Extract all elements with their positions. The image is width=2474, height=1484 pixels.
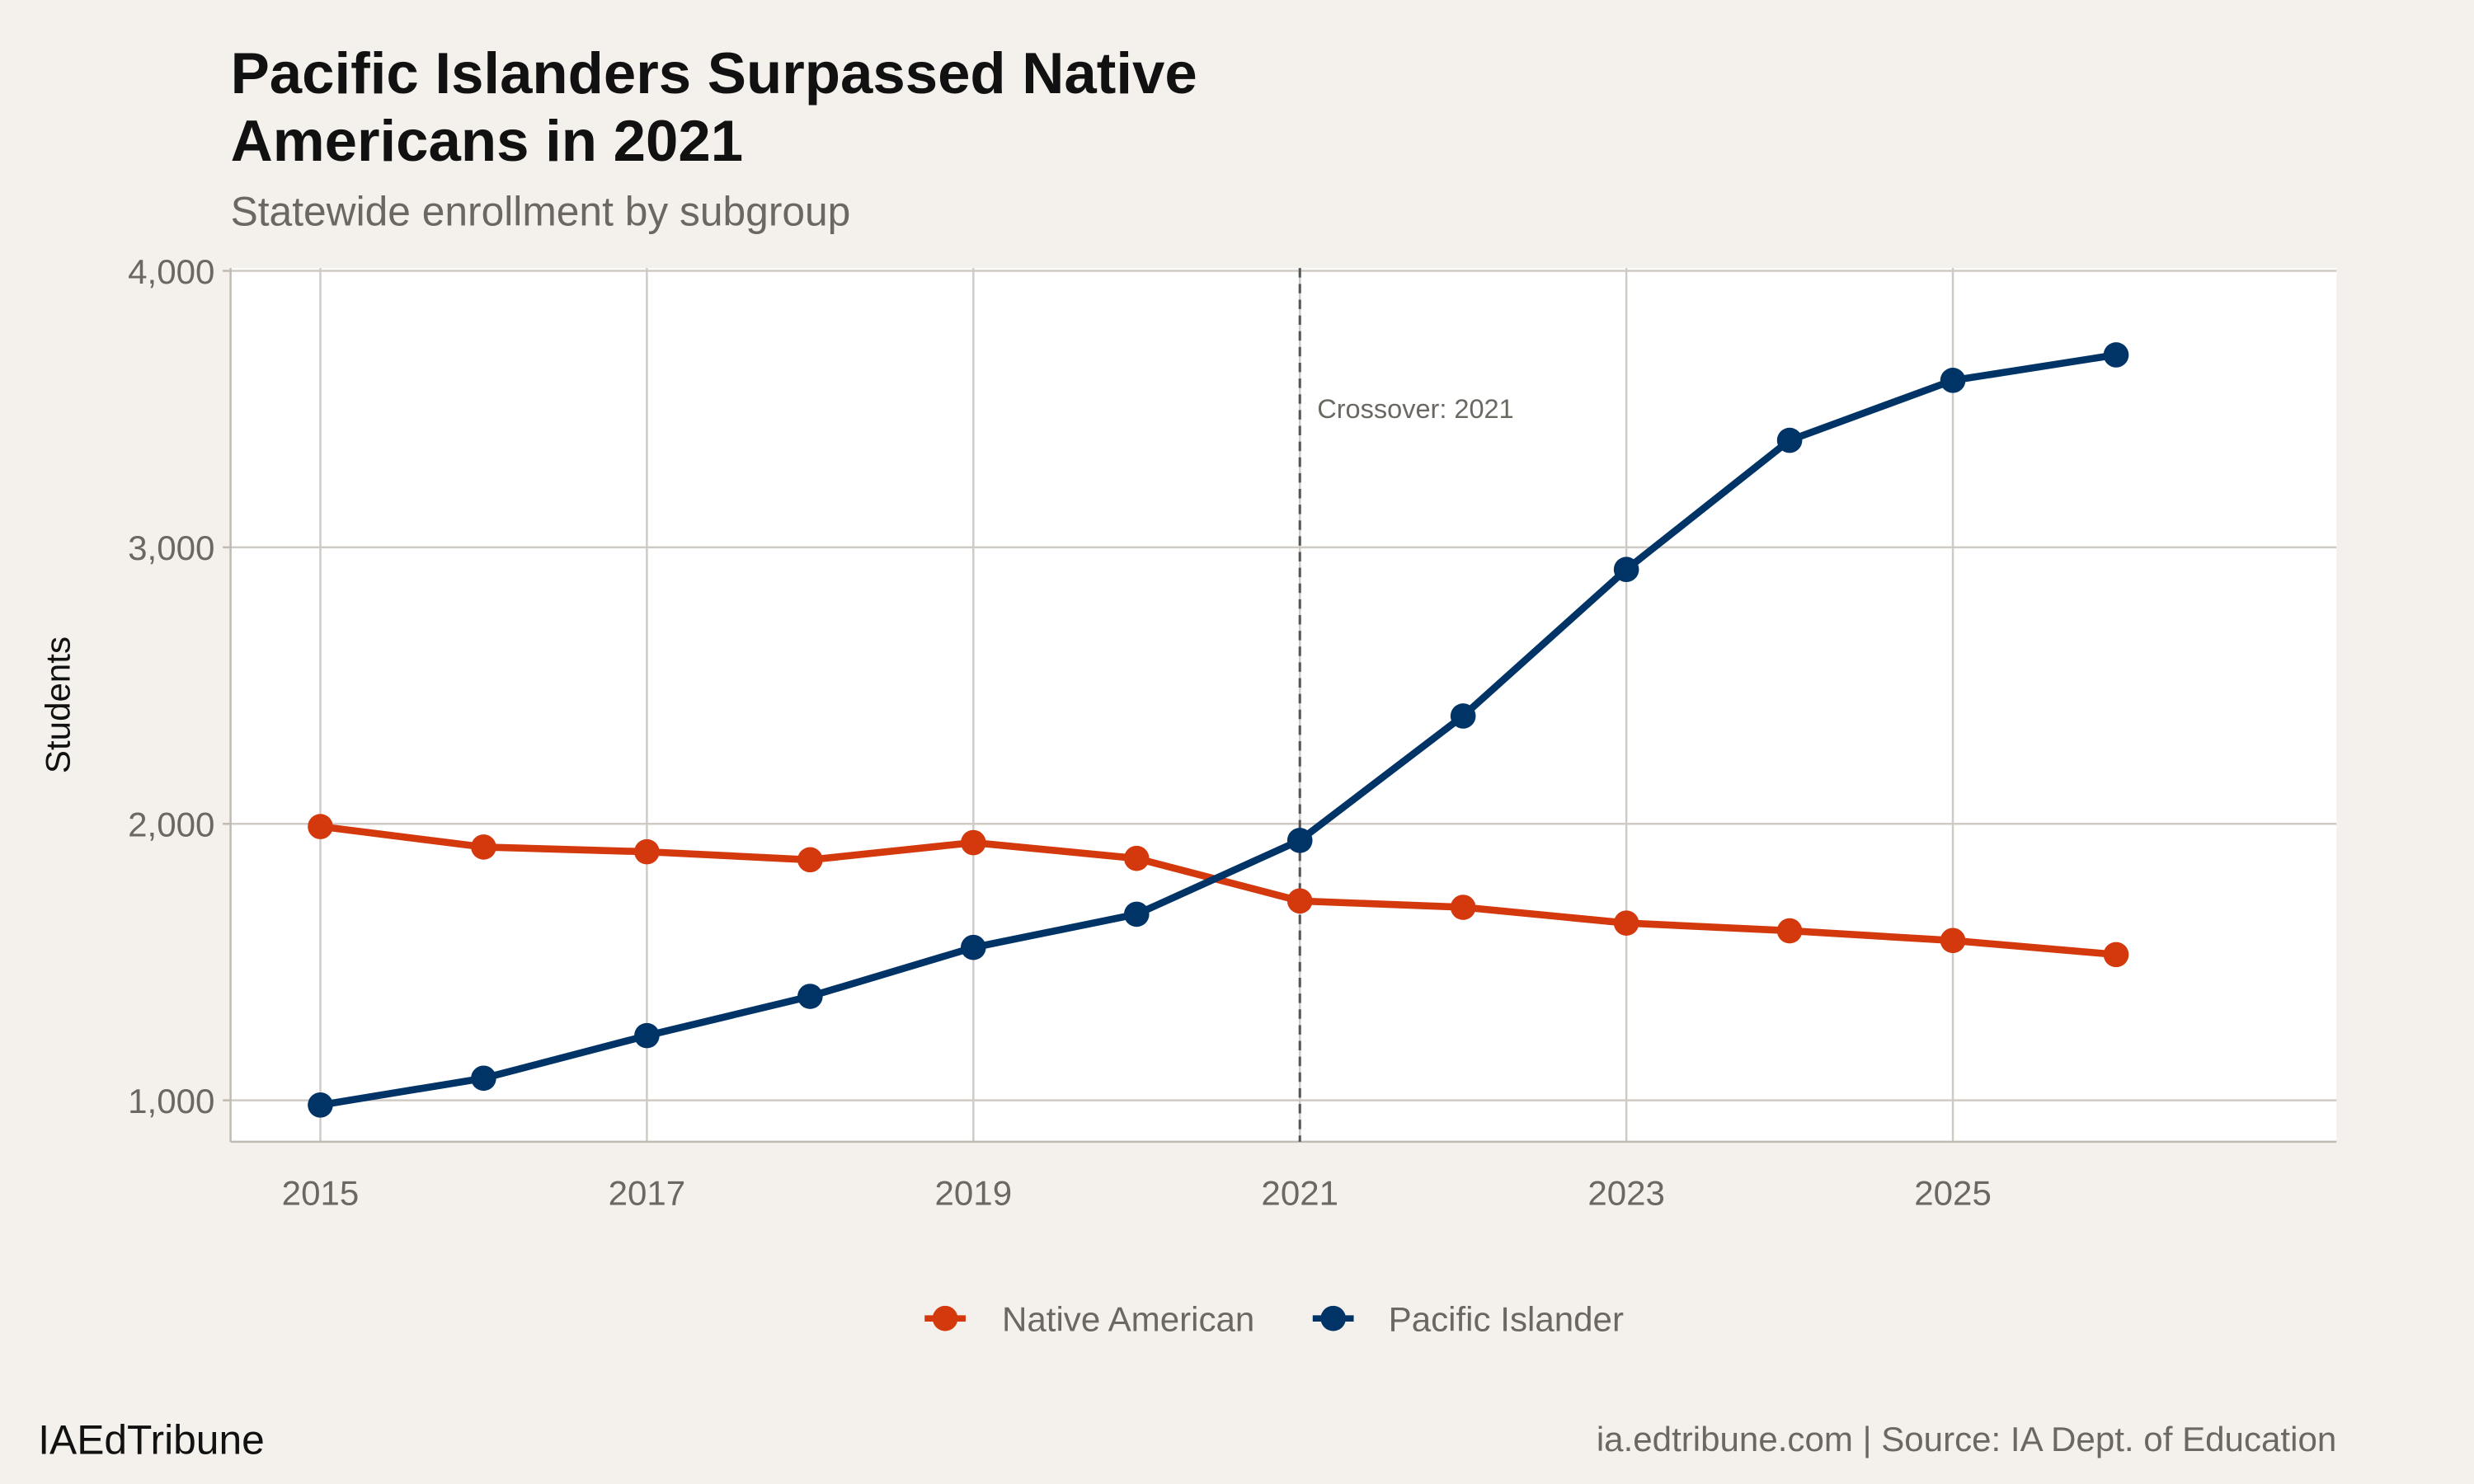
data-point-pacific-islander[interactable]: [1613, 556, 1639, 583]
data-point-pacific-islander[interactable]: [1450, 703, 1476, 729]
data-point-pacific-islander[interactable]: [2103, 342, 2129, 368]
x-tick-labels: 2015 2017 2019 2021 2023 2025: [282, 1173, 1992, 1212]
data-point-native-american[interactable]: [1123, 845, 1150, 871]
legend-item-pacific-islander[interactable]: Pacific Islander: [1312, 1299, 1624, 1338]
series-line-pacific-islander: [319, 351, 2117, 1109]
data-point-pacific-islander[interactable]: [471, 1065, 496, 1092]
plot-panel: [230, 268, 2337, 1142]
chart-title-line1: Pacific Islanders Surpassed Native: [231, 40, 1197, 106]
y-tick-label: 2,000: [128, 805, 214, 844]
data-point-pacific-islander[interactable]: [797, 984, 823, 1009]
x-tick-label: 2021: [1261, 1173, 1338, 1212]
data-point-native-american[interactable]: [308, 814, 333, 839]
legend-label-pacific-islander: Pacific Islander: [1389, 1299, 1624, 1338]
crossover-annotation: Crossover: 2021: [1317, 394, 1513, 424]
legend-label-native-american: Native American: [1002, 1299, 1254, 1338]
data-point-pacific-islander[interactable]: [1123, 901, 1150, 928]
data-point-pacific-islander[interactable]: [634, 1022, 660, 1049]
legend-item-native-american[interactable]: Native American: [924, 1299, 1254, 1338]
data-point-pacific-islander[interactable]: [1776, 427, 1803, 453]
data-point-pacific-islander[interactable]: [308, 1092, 333, 1118]
data-point-native-american[interactable]: [471, 834, 496, 860]
x-tick-label: 2017: [609, 1173, 686, 1212]
series-layer: [308, 342, 2129, 1118]
data-point-native-american[interactable]: [961, 829, 986, 856]
x-tick-label: 2025: [1914, 1173, 1992, 1212]
chart-title-line2: Americans in 2021: [231, 108, 744, 173]
source-caption: ia.edtribune.com | Source: IA Dept. of E…: [1597, 1420, 2336, 1458]
y-tick-label: 1,000: [128, 1082, 214, 1120]
legend: Native American Pacific Islander: [924, 1299, 1624, 1338]
y-tick-label: 3,000: [128, 528, 214, 567]
legend-marker-native-american: [932, 1305, 958, 1331]
data-point-native-american[interactable]: [1613, 910, 1639, 936]
y-tick-label: 4,000: [128, 252, 214, 291]
gridlines: [223, 268, 2337, 1142]
data-point-native-american[interactable]: [1940, 928, 1966, 954]
data-point-native-american[interactable]: [797, 847, 823, 873]
y-tick-labels: 1,000 2,000 3,000 4,000: [128, 252, 214, 1120]
chart-subtitle: Statewide enrollment by subgroup: [231, 189, 851, 235]
x-tick-label: 2019: [935, 1173, 1013, 1212]
data-point-pacific-islander[interactable]: [1286, 828, 1313, 853]
x-tick-label: 2015: [282, 1173, 360, 1212]
data-point-native-american[interactable]: [634, 838, 660, 865]
data-point-native-american[interactable]: [2103, 942, 2129, 968]
data-point-pacific-islander[interactable]: [961, 934, 986, 960]
y-axis-label: Students: [38, 636, 77, 773]
data-point-native-american[interactable]: [1286, 888, 1313, 914]
data-point-native-american[interactable]: [1776, 918, 1803, 944]
brand-logo-text: IAEdTribune: [38, 1417, 265, 1463]
legend-marker-pacific-islander: [1320, 1305, 1346, 1331]
data-point-pacific-islander[interactable]: [1940, 368, 1966, 393]
data-point-native-american[interactable]: [1450, 895, 1476, 920]
x-tick-label: 2023: [1587, 1173, 1665, 1212]
